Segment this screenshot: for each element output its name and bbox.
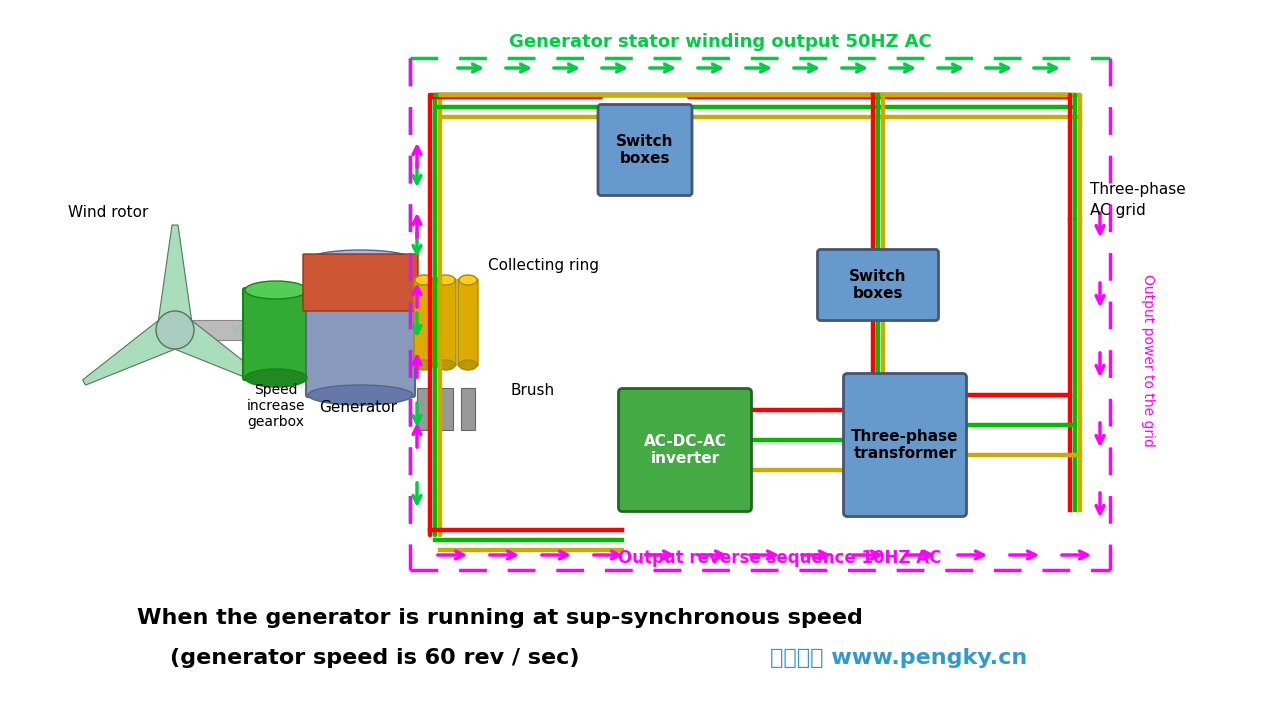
FancyBboxPatch shape [413,279,434,366]
Bar [417,388,431,430]
FancyBboxPatch shape [243,288,308,380]
Text: Wind rotor: Wind rotor [68,205,148,220]
Text: Brush: Brush [509,382,554,397]
Text: Output power to the grid: Output power to the grid [1140,274,1155,446]
Text: Switch
boxes: Switch boxes [849,269,906,301]
Text: Switch
boxes: Switch boxes [616,134,673,166]
FancyBboxPatch shape [844,374,966,516]
Polygon shape [83,315,184,385]
FancyBboxPatch shape [306,258,415,397]
Text: Three-phase
AC grid: Three-phase AC grid [1091,182,1185,218]
Ellipse shape [244,369,307,387]
Polygon shape [166,315,268,385]
FancyBboxPatch shape [618,389,751,511]
Bar [175,320,250,340]
FancyBboxPatch shape [436,279,456,366]
Ellipse shape [308,385,413,405]
Ellipse shape [436,360,454,370]
Bar [461,388,475,430]
Ellipse shape [415,360,433,370]
FancyBboxPatch shape [818,250,938,320]
Ellipse shape [436,275,454,285]
Text: When the generator is running at sup-synchronous speed: When the generator is running at sup-syn… [137,608,863,628]
Ellipse shape [460,275,477,285]
Ellipse shape [244,281,307,299]
Text: www.pengky.cn: www.pengky.cn [230,321,389,339]
FancyBboxPatch shape [598,104,692,196]
Text: Three-phase
transformer: Three-phase transformer [851,429,959,462]
Bar [439,388,453,430]
Text: (generator speed is 60 rev / sec): (generator speed is 60 rev / sec) [170,648,580,668]
Text: AC-DC-AC
inverter: AC-DC-AC inverter [644,433,727,467]
Text: Generator: Generator [319,400,397,415]
Ellipse shape [156,311,195,349]
Text: 鹏茸科艺 www.pengky.cn: 鹏茸科艺 www.pengky.cn [771,648,1028,668]
FancyBboxPatch shape [303,254,419,311]
Text: Output reverse sequence 10HZ AC: Output reverse sequence 10HZ AC [618,549,941,567]
FancyBboxPatch shape [458,279,477,366]
Text: Speed
increase
gearbox: Speed increase gearbox [247,383,305,429]
Ellipse shape [308,250,413,270]
Ellipse shape [415,275,433,285]
Text: Collecting ring: Collecting ring [488,258,599,272]
Polygon shape [157,225,193,330]
Text: Generator stator winding output 50HZ AC: Generator stator winding output 50HZ AC [508,33,932,51]
Ellipse shape [460,360,477,370]
